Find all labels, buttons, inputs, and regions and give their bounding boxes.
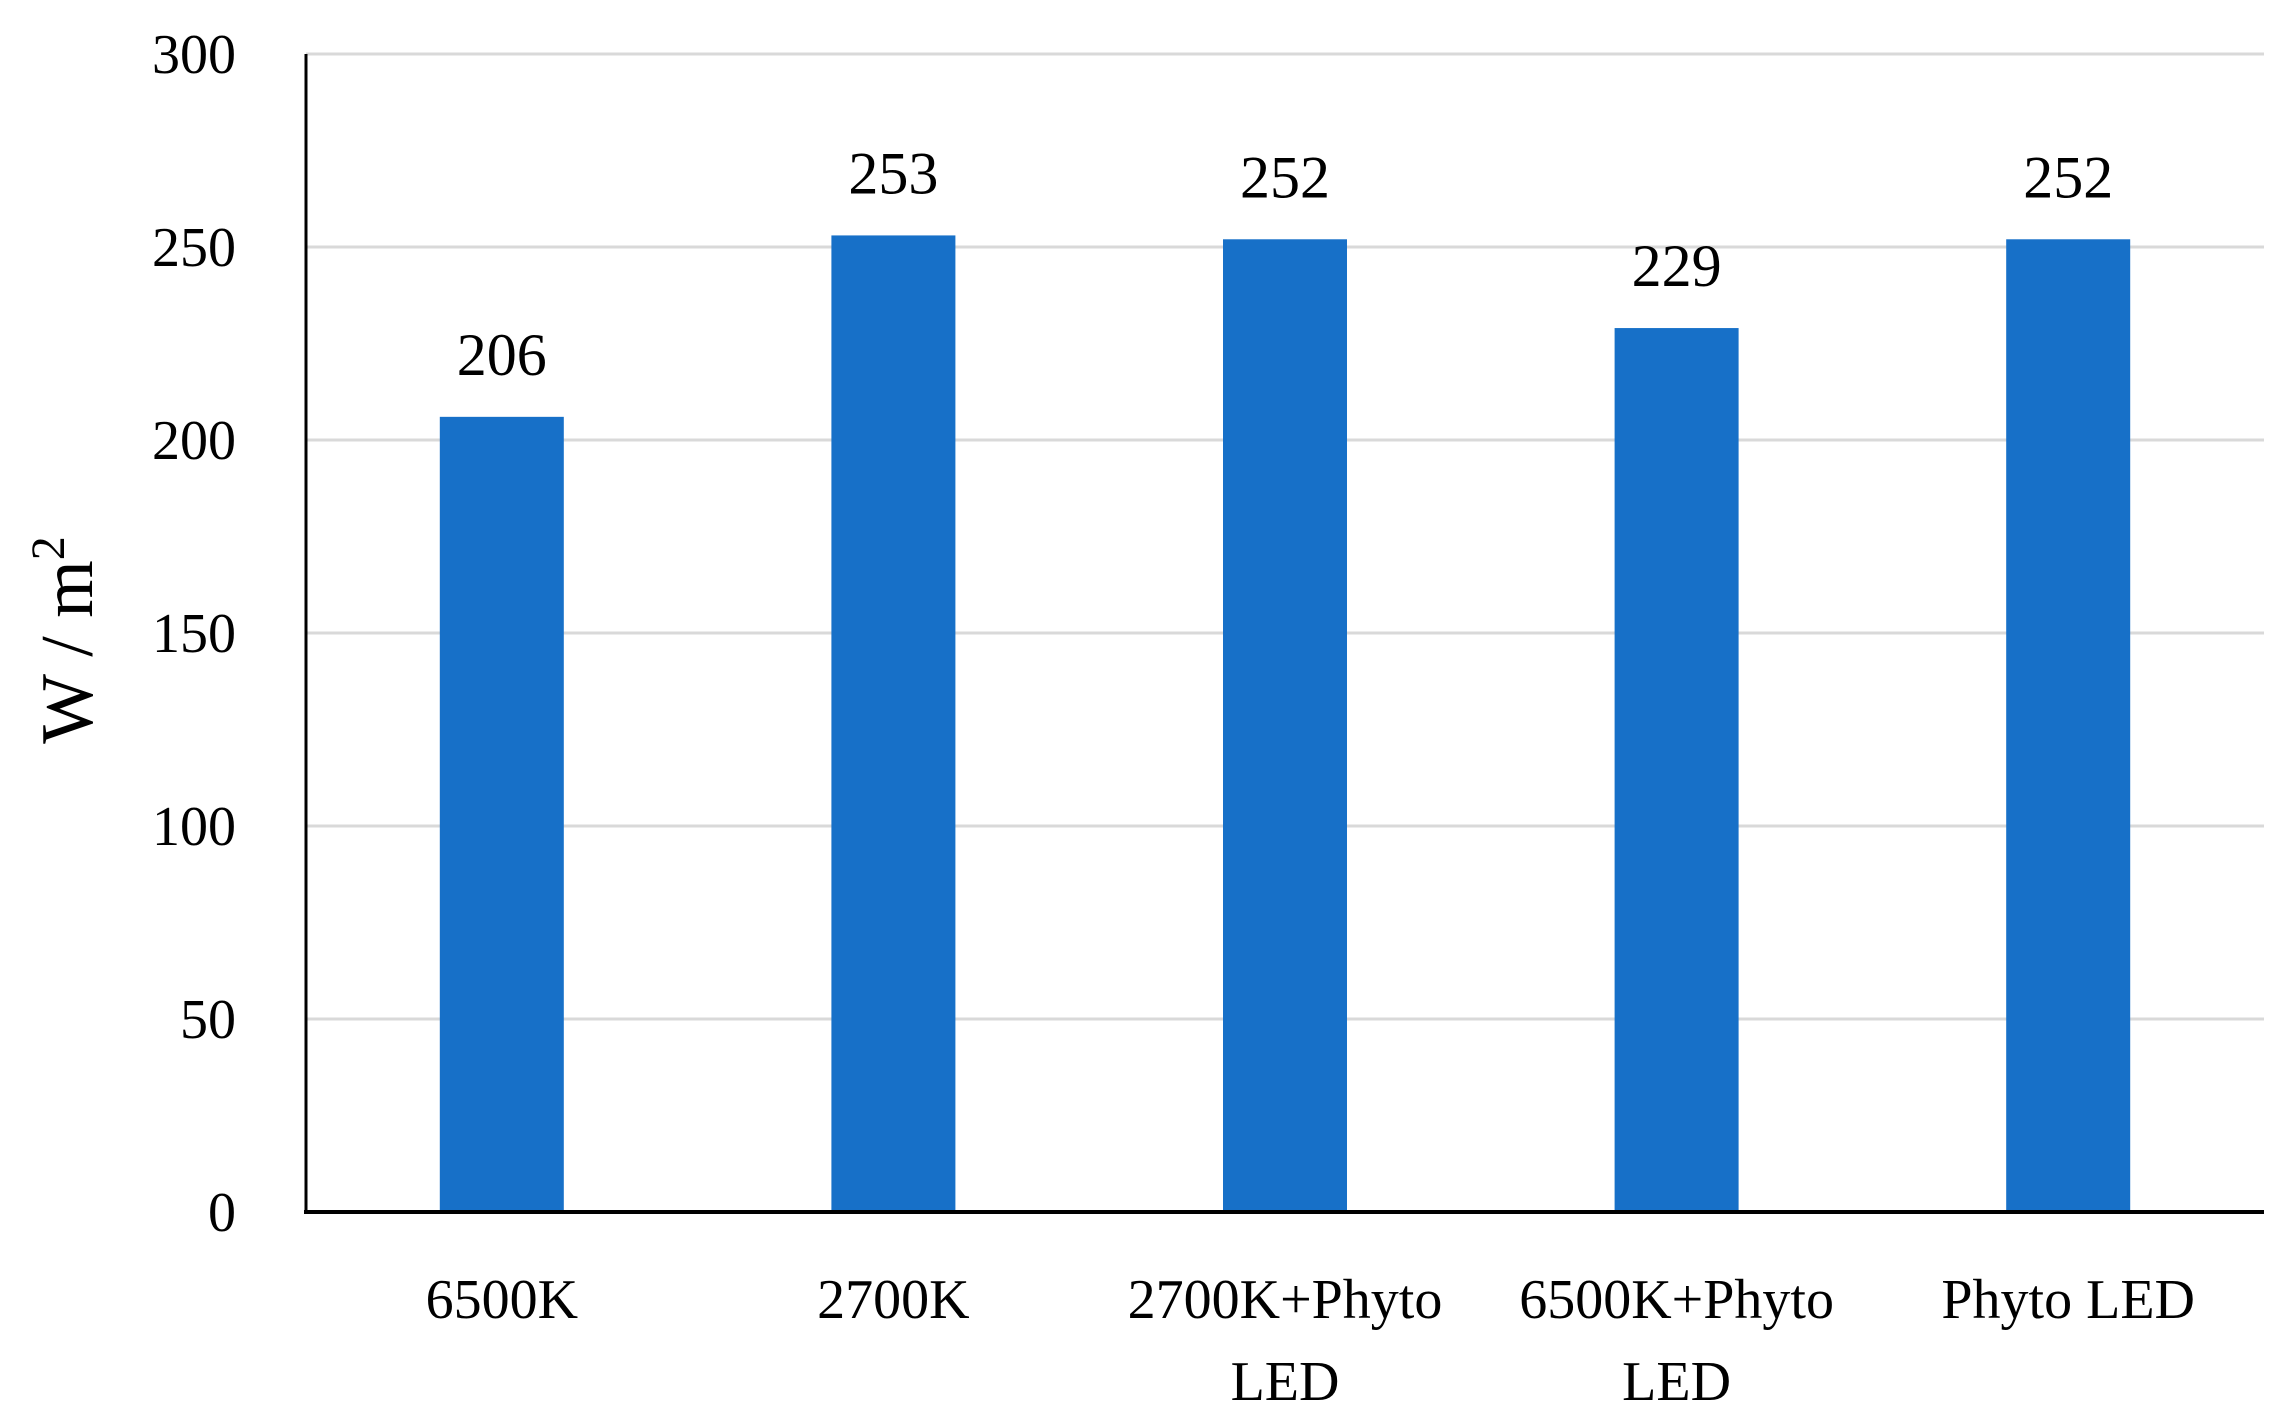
x-category-label: 6500K+Phyto LED [1519, 1269, 1834, 1413]
y-tick-labels: 0 50 100 150 200 250 300 [152, 24, 236, 1244]
x-category-label: Phyto LED [1941, 1269, 2195, 1331]
bars [439, 235, 2131, 1213]
data-label: 229 [1632, 233, 1722, 299]
y-tick-label: 300 [152, 24, 236, 86]
x-category-labels: 6500K 2700K 2700K+Phyto LED 6500K+Phyto LED Ph… [426, 1269, 2195, 1413]
data-label: 206 [457, 322, 547, 388]
data-labels: 206 253 252 229 252 [457, 140, 2113, 387]
bar-5 [2006, 239, 2131, 1212]
x-category-label-line: LED [1622, 1351, 1731, 1413]
y-tick-label: 250 [152, 217, 236, 279]
y-axis-title-text: W / m [27, 560, 109, 744]
axes [304, 54, 2264, 1214]
x-category-label-line: LED [1231, 1351, 1340, 1413]
y-tick-label: 150 [152, 603, 236, 665]
x-category-label-line: 2700K+Phyto [1128, 1269, 1443, 1331]
x-category-label: 6500K [426, 1269, 578, 1331]
data-label: 252 [1240, 144, 1330, 210]
y-axis-title-superscript: 2 [22, 536, 75, 560]
y-tick-label: 50 [180, 989, 236, 1051]
x-category-label: 2700K+Phyto LED [1128, 1269, 1443, 1413]
bar-3 [1223, 239, 1347, 1212]
bar-1 [439, 416, 564, 1213]
y-axis-title: W / m2 [22, 536, 109, 744]
bar-4 [1614, 328, 1739, 1212]
x-category-label-line: 6500K [426, 1269, 578, 1331]
x-category-label-line: 6500K+Phyto [1519, 1269, 1834, 1331]
x-category-label-line: Phyto LED [1941, 1269, 2195, 1331]
data-label: 252 [2023, 144, 2113, 210]
x-category-label-line: 2700K [817, 1269, 969, 1331]
data-label: 253 [848, 140, 938, 206]
bar-2 [831, 235, 956, 1213]
y-tick-label: 200 [152, 410, 236, 472]
x-category-label: 2700K [817, 1269, 969, 1331]
y-tick-label: 100 [152, 796, 236, 858]
y-tick-label: 0 [208, 1182, 236, 1244]
